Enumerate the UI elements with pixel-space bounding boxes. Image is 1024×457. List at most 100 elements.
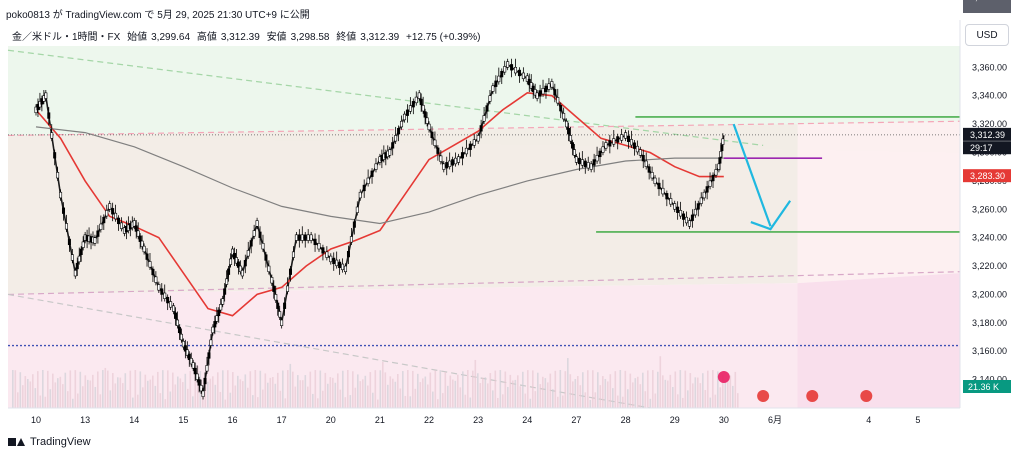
volume-bar (714, 394, 717, 408)
volume-bar (474, 359, 477, 408)
candle-body (641, 155, 645, 162)
candle-body (264, 254, 268, 261)
candle-body (217, 309, 221, 317)
candle-body (718, 157, 722, 164)
candle-body (183, 345, 187, 352)
candle-body (616, 136, 620, 143)
volume-bar (64, 372, 67, 408)
volume-bar (462, 371, 464, 408)
volume-bar (434, 370, 437, 408)
volume-bar (42, 370, 44, 408)
volume-bar (502, 394, 504, 408)
volume-bar (112, 373, 114, 408)
candle-body (414, 96, 418, 104)
candle-body (309, 234, 313, 241)
candle-body (430, 131, 434, 139)
y-tick-label: 3,220.00 (972, 261, 1007, 271)
volume-bar (554, 370, 557, 408)
candle-body (571, 142, 575, 149)
volume-bar (209, 378, 212, 408)
volume-bar (659, 356, 662, 408)
volume-bar (297, 375, 299, 408)
channel-top-line (7, 49, 764, 146)
candle-body (635, 145, 639, 153)
volume-bar (734, 371, 737, 408)
candle-body (451, 159, 455, 166)
volume-bar (542, 376, 544, 408)
volume-bar (262, 389, 264, 408)
volume-bar (109, 390, 112, 408)
candle-body (79, 248, 83, 255)
volume-bar (574, 379, 577, 408)
volume-bar (644, 391, 647, 408)
volume-bar (384, 372, 387, 408)
candle-body (157, 284, 161, 291)
candle-body (119, 222, 123, 229)
candle-body (638, 149, 642, 156)
volume-bar (77, 393, 79, 408)
candle-body (185, 349, 189, 356)
candle-body (142, 245, 146, 253)
volume-bar (637, 376, 639, 408)
volume-bar (597, 372, 599, 408)
volume-bar (354, 387, 357, 408)
volume-bar (122, 383, 124, 408)
y-tick-label: 3,140.00 (972, 375, 1007, 385)
candle-body (565, 120, 569, 128)
candle-body (240, 269, 244, 277)
volume-bar (324, 372, 327, 408)
volume-bar (564, 371, 567, 408)
candle-body (73, 269, 77, 277)
volume-bar (227, 370, 229, 408)
x-tick-label: 17 (277, 415, 287, 425)
footer-brand: TradingView (8, 436, 91, 448)
candle-body (647, 166, 651, 173)
candle-body (234, 257, 238, 264)
volume-bar (249, 371, 252, 408)
volume-bar (627, 389, 629, 408)
volume-bar (702, 373, 704, 408)
candle-body (261, 243, 265, 250)
close-value: 3,312.39 (360, 32, 400, 43)
volume-bar (34, 388, 37, 408)
volume-bar (352, 371, 354, 408)
candle-body (577, 157, 581, 165)
currency-button[interactable]: USD (965, 24, 1009, 46)
candle-body (679, 210, 683, 217)
volume-bar (347, 370, 349, 408)
volume-bar (647, 370, 649, 408)
volume-bar (599, 385, 602, 408)
volume-bar (722, 374, 724, 408)
candle-body (193, 367, 197, 375)
candle-body (485, 105, 489, 112)
volume-bar (212, 376, 214, 408)
open-label: 始値 (127, 32, 148, 43)
candle-body (374, 163, 378, 170)
candle-body (108, 203, 112, 210)
volume-bar (397, 374, 399, 408)
candle-body (500, 70, 504, 78)
volume-bar (407, 370, 409, 408)
candle-body (580, 159, 584, 166)
ohlc-legend: 金／米ドル・1時間・FX 始値 3,299.64 高値 3,312.39 安値 3,2… (12, 28, 485, 43)
candle-body (405, 109, 409, 116)
candle-body (93, 237, 97, 244)
candle-body (595, 155, 599, 162)
high-label: 高値 (196, 32, 217, 43)
candle-body (270, 277, 274, 284)
y-tick-label: 3,240.00 (972, 233, 1007, 243)
candle-body (400, 120, 404, 128)
candle-body (559, 105, 563, 112)
volume-bar (589, 399, 592, 408)
volume-bar (327, 383, 329, 408)
candle-body (64, 223, 68, 230)
candle-body (567, 128, 571, 135)
down-arrow-line (732, 123, 772, 227)
us-flag-icon (860, 390, 873, 402)
volume-bar (684, 370, 687, 408)
candle-body (278, 311, 282, 318)
x-tick-label: 15 (178, 415, 188, 425)
candle-body (313, 238, 317, 246)
x-tick-label: 27 (571, 415, 581, 425)
